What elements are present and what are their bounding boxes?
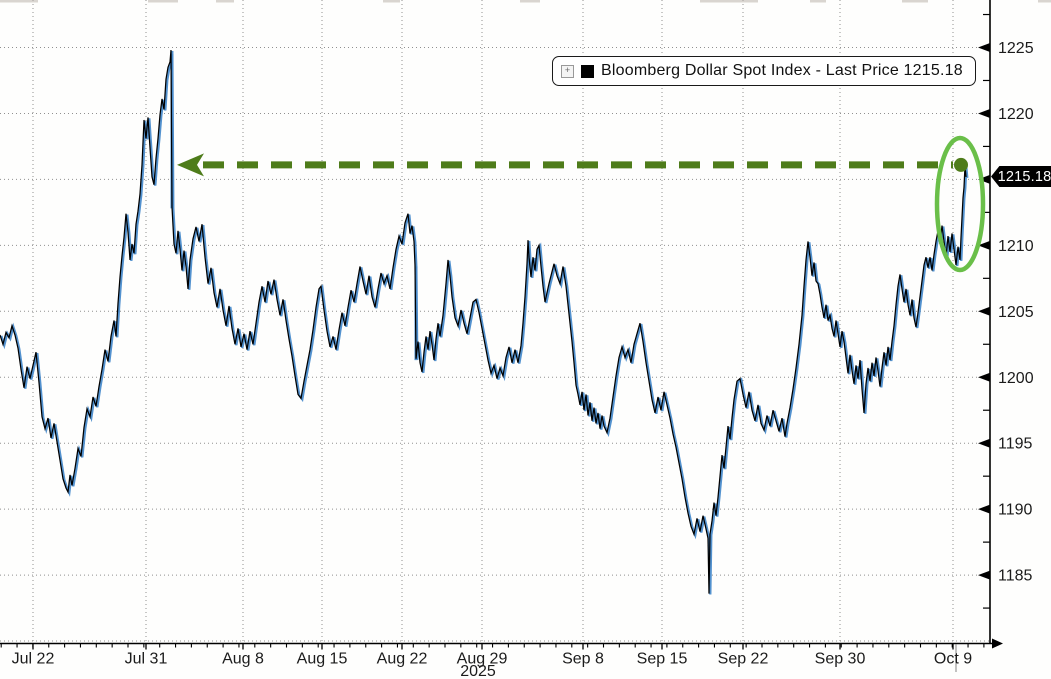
x-tick-label: Jul 22 — [12, 651, 55, 668]
price-line-blue-trace — [0, 50, 969, 595]
x-tick-label: Aug 29 — [457, 651, 508, 668]
last-price-tag: 1215.18 — [991, 166, 1051, 187]
y-tick-label: 1205 — [998, 304, 1034, 321]
x-tick-label: Aug 8 — [222, 651, 264, 668]
legend-series-swatch — [581, 64, 594, 78]
top-crop-artifact — [0, 0, 38, 3]
x-axis-year-label: 2025 — [460, 663, 496, 679]
y-tick-label: 1210 — [998, 238, 1034, 255]
x-tick-label: Jul 31 — [125, 651, 168, 668]
top-crop-artifact — [383, 0, 400, 3]
x-tick-label: Aug 22 — [377, 651, 428, 668]
y-tick-label: 1190 — [998, 502, 1033, 519]
y-tick-label: 1200 — [998, 370, 1034, 387]
annotation-arrow-dot — [954, 157, 968, 172]
y-tick-label: 1220 — [998, 106, 1034, 123]
last-price-value: 1215.18 — [997, 168, 1051, 185]
top-crop-artifact — [700, 0, 758, 3]
price-line — [0, 50, 967, 594]
x-tick-label: Oct 9 — [934, 651, 972, 668]
x-tick-label: Sep 8 — [562, 651, 604, 668]
x-axis-arrow — [992, 638, 1003, 649]
legend-expand-icon[interactable]: + — [561, 64, 574, 78]
chart-legend[interactable]: + Bloomberg Dollar Spot Index - Last Pri… — [552, 56, 976, 86]
x-tick-label: Sep 15 — [637, 651, 688, 668]
y-tick-label: 1225 — [998, 40, 1034, 57]
top-crop-artifact — [216, 0, 234, 3]
highlight-ellipse — [934, 135, 986, 273]
legend-series-label: Bloomberg Dollar Spot Index - Last Price… — [601, 62, 963, 79]
annotation-arrow-head — [177, 153, 204, 177]
top-crop-artifact — [148, 0, 178, 3]
top-crop-artifact — [902, 0, 928, 3]
y-tick-label: 1185 — [998, 568, 1033, 585]
x-tick-label: Sep 30 — [815, 651, 866, 668]
x-tick-label: Sep 22 — [718, 651, 769, 668]
x-tick-label: Aug 15 — [297, 651, 348, 668]
y-tick-label: 1195 — [998, 436, 1033, 453]
top-crop-artifact — [810, 0, 826, 3]
top-crop-artifact — [520, 0, 540, 3]
top-crop-artifact — [1038, 0, 1051, 3]
